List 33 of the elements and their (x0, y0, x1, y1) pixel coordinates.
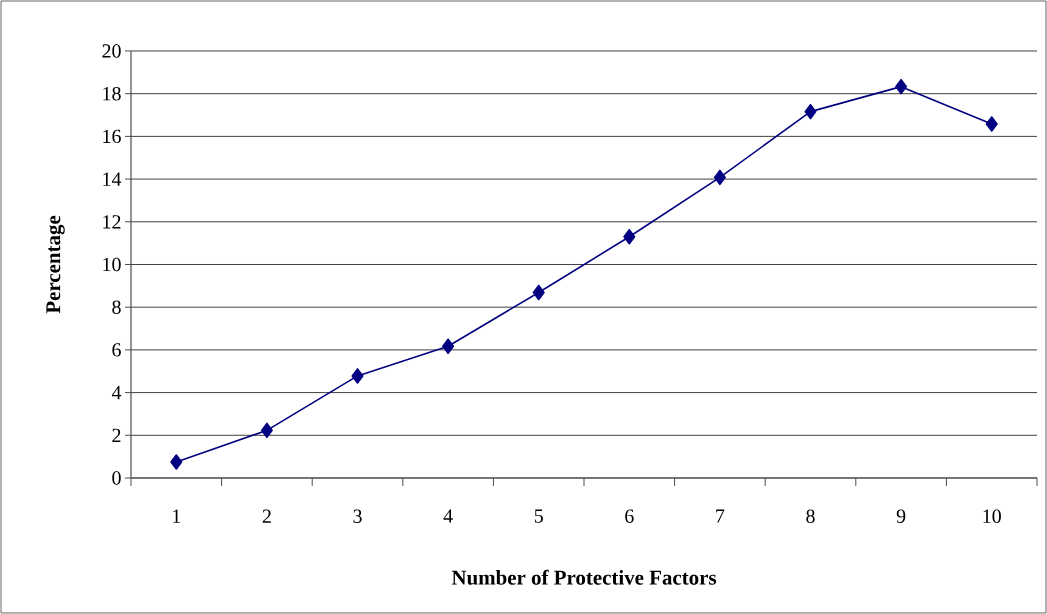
x-tick-label: 8 (806, 509, 815, 523)
x-tick-label: 3 (353, 509, 362, 523)
x-tick-label: 2 (262, 509, 271, 523)
x-tick-label: 6 (625, 509, 634, 523)
point (713, 169, 726, 186)
x-tick-label: 5 (534, 509, 543, 523)
point (985, 116, 998, 132)
x-tick-label: 4 (443, 509, 453, 523)
x-tick-label: 7 (716, 509, 725, 523)
point (804, 103, 817, 120)
x-tick-label: 9 (896, 509, 906, 523)
point (442, 338, 455, 355)
y-tick-label: 6 (112, 343, 121, 357)
y-tick-label: 10 (103, 257, 121, 272)
point (170, 454, 183, 470)
y-tick-label: 20 (102, 44, 121, 58)
y-tick-label: 4 (111, 386, 122, 400)
y-tick-label: 18 (103, 86, 121, 101)
point (260, 422, 273, 439)
y-tick-label: 14 (103, 172, 122, 186)
x-axis-title: Number of Protective Factors (451, 569, 717, 585)
y-tick-label: 2 (112, 428, 121, 442)
point (895, 78, 908, 95)
point (623, 228, 636, 245)
x-tick-label: 10 (983, 509, 1001, 523)
y-tick-label: 8 (112, 300, 121, 314)
x-tick-label: 1 (173, 509, 181, 523)
y-axis-title: Percentage (46, 215, 65, 314)
y-tick-label: 16 (103, 129, 121, 144)
point (532, 284, 545, 301)
y-tick-label: 0 (112, 471, 121, 485)
point (351, 368, 364, 384)
y-tick-label: 12 (103, 215, 121, 229)
